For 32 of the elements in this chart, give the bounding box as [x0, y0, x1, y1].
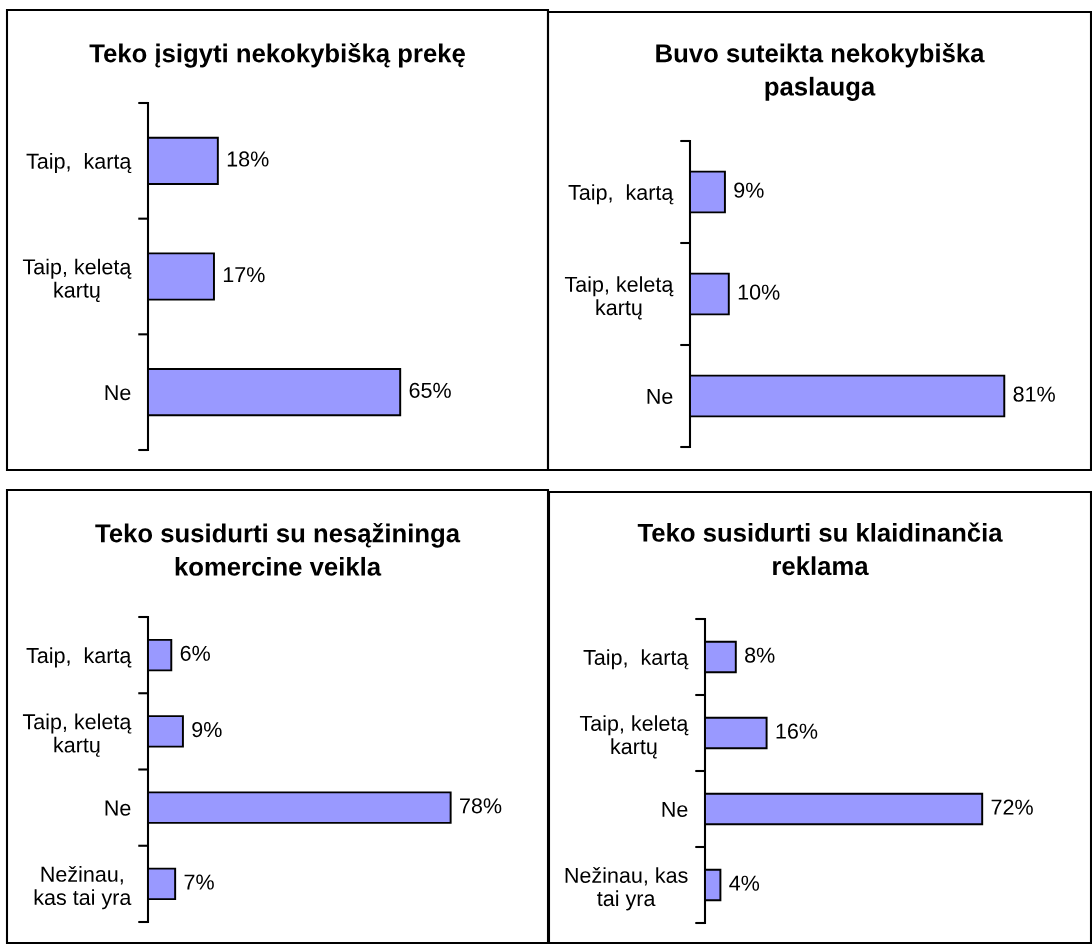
data-label: 9%: [192, 721, 222, 738]
data-label: 81%: [1013, 386, 1055, 402]
data-label: 8%: [745, 647, 775, 663]
y-tick-label: Taip, keletą kartų: [579, 715, 689, 759]
chart-title: Teko susidurti su klaidinančia reklama: [637, 522, 1003, 576]
y-tick-label: Ne: [662, 801, 688, 818]
y-tick-label: Ne: [105, 385, 131, 401]
data-label: 4%: [729, 875, 760, 891]
data-label: 16%: [776, 723, 818, 739]
chart-title: Buvo suteikta nekokybiška paslauga: [656, 43, 985, 101]
data-label: 65%: [409, 382, 451, 398]
y-tick-label: Nežinau, kas tai yra: [34, 865, 132, 910]
y-tick-label: Taip, kartą: [583, 649, 689, 670]
y-tick-label: Ne: [647, 388, 673, 405]
chart-title: Teko susidurti su nesąžininga komercine veikla: [95, 523, 461, 576]
y-tick-label: Taip, keletą kartų: [564, 276, 674, 320]
data-label: 18%: [227, 151, 269, 167]
y-tick-label: Taip, kartą: [26, 647, 132, 668]
y-tick-label: Ne: [105, 800, 131, 816]
y-tick-label: Taip, keletą kartų: [22, 713, 132, 757]
y-tick-label: Taip, keletą kartų: [22, 258, 132, 302]
data-label: 17%: [223, 267, 265, 283]
data-label: 72%: [991, 799, 1033, 815]
data-label: 7%: [184, 874, 214, 890]
data-label: 10%: [738, 284, 780, 300]
data-label: 78%: [460, 798, 502, 814]
data-label: 9%: [734, 182, 764, 198]
y-tick-label: Taip, kartą: [26, 153, 132, 174]
chart-title: Teko įsigyti nekokybišką prekę: [89, 43, 465, 68]
y-tick-label: Taip, kartą: [568, 184, 674, 205]
y-tick-label: Nežinau, kas tai yra: [565, 867, 688, 911]
data-label: 6%: [180, 645, 210, 661]
